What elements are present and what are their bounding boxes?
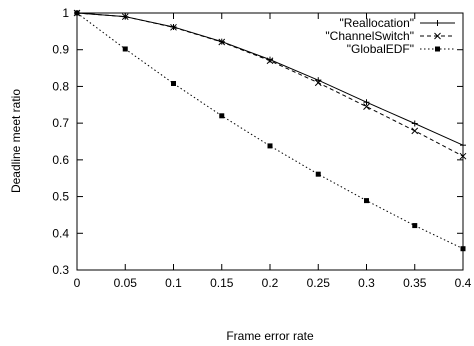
y-tick-label: 0.5 [52,190,69,204]
data-point-1-7 [411,127,419,135]
y-axis-label: Deadline meet ratio [9,89,23,193]
tick-labels: 0 0.05 0.1 0.15 0.2 0.25 0.3 0.35 0.4 0.3 0.4 0.5 0.… [52,6,471,290]
data-point-1-1 [121,13,129,21]
data-point-2-2 [171,80,176,86]
data-point-2-6 [364,198,369,204]
legend-marker-1 [434,32,441,40]
y-tick-label: 0.8 [52,79,69,93]
x-tick-label: 0.4 [455,276,472,290]
data-point-2-7 [412,223,418,229]
data-point-1-6 [363,103,370,110]
data-point-2-1 [122,46,128,52]
legend-label-0: "Reallocation" [339,16,414,30]
x-tick-label: 0.1 [165,276,182,290]
y-tick-label: 0.6 [52,153,69,167]
data-point-0-6 [363,99,370,106]
data-point-1-4 [266,57,274,65]
y-tick-label: 0.3 [52,263,69,277]
data-point-1-3 [218,38,226,46]
y-tick-label: 1 [62,6,69,20]
data-point-2-5 [315,171,321,177]
data-point-1-5 [314,79,322,87]
x-axis-label: Frame error rate [226,329,314,343]
y-tick-label: 0.9 [52,43,69,57]
data-point-0-4 [267,56,273,63]
legend-marker-0 [434,20,441,26]
legend-label-2: "GlobalEDF" [347,42,414,56]
data-point-2-3 [219,113,225,119]
x-tick-label: 0 [74,276,81,290]
data-point-2-8 [460,246,466,252]
data-point-2-0 [74,10,80,16]
x-tick-label: 0.2 [262,276,279,290]
x-tick-label: 0.25 [307,276,331,290]
data-point-2-4 [267,143,273,149]
data-point-1-8 [459,152,467,160]
y-tick-label: 0.4 [52,226,69,240]
data-point-0-8 [460,142,466,149]
data-point-1-2 [170,23,177,31]
x-tick-label: 0.15 [210,276,234,290]
legend-label-1: "ChannelSwitch" [325,29,414,43]
data-point-0-7 [411,120,418,127]
x-tick-label: 0.35 [403,276,427,290]
y-tick-label: 0.7 [52,116,69,130]
series-markers [73,9,467,252]
legend-marker-2 [435,46,440,52]
legend: "Reallocation""ChannelSwitch""GlobalEDF" [325,16,455,56]
x-tick-label: 0.3 [358,276,375,290]
x-tick-label: 0.05 [114,276,138,290]
